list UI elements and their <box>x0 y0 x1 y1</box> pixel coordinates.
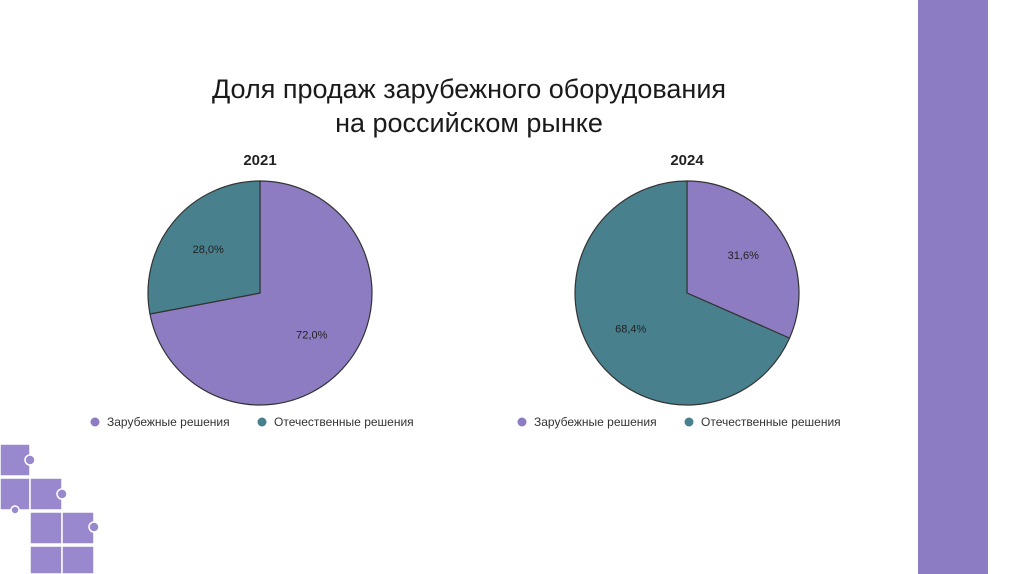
pie-slice <box>686 180 800 339</box>
slice-label: 68,4% <box>615 324 646 336</box>
side-bar <box>918 0 988 574</box>
legend-marker <box>684 417 694 427</box>
legend-label: Зарубежные решения <box>107 415 230 429</box>
slice-label: 28,0% <box>193 244 224 256</box>
chart-title: 2021 <box>243 152 276 169</box>
legend-marker <box>257 417 267 427</box>
slice-label: 31,6% <box>728 250 759 262</box>
chart-title: 2024 <box>670 152 704 169</box>
legend-marker <box>90 417 100 427</box>
pie-slice <box>574 180 791 406</box>
slide-title: на российском рынке <box>335 108 603 138</box>
legend-label: Отечественные решения <box>274 415 414 429</box>
slide-title: Доля продаж зарубежного оборудования <box>212 74 726 104</box>
legend-marker <box>517 417 527 427</box>
slice-label: 72,0% <box>296 330 327 342</box>
puzzle-decoration <box>0 443 100 574</box>
pie-slice <box>149 180 373 406</box>
legend-label: Отечественные решения <box>701 415 841 429</box>
legend-label: Зарубежные решения <box>534 415 657 429</box>
pie-slice <box>147 180 261 315</box>
